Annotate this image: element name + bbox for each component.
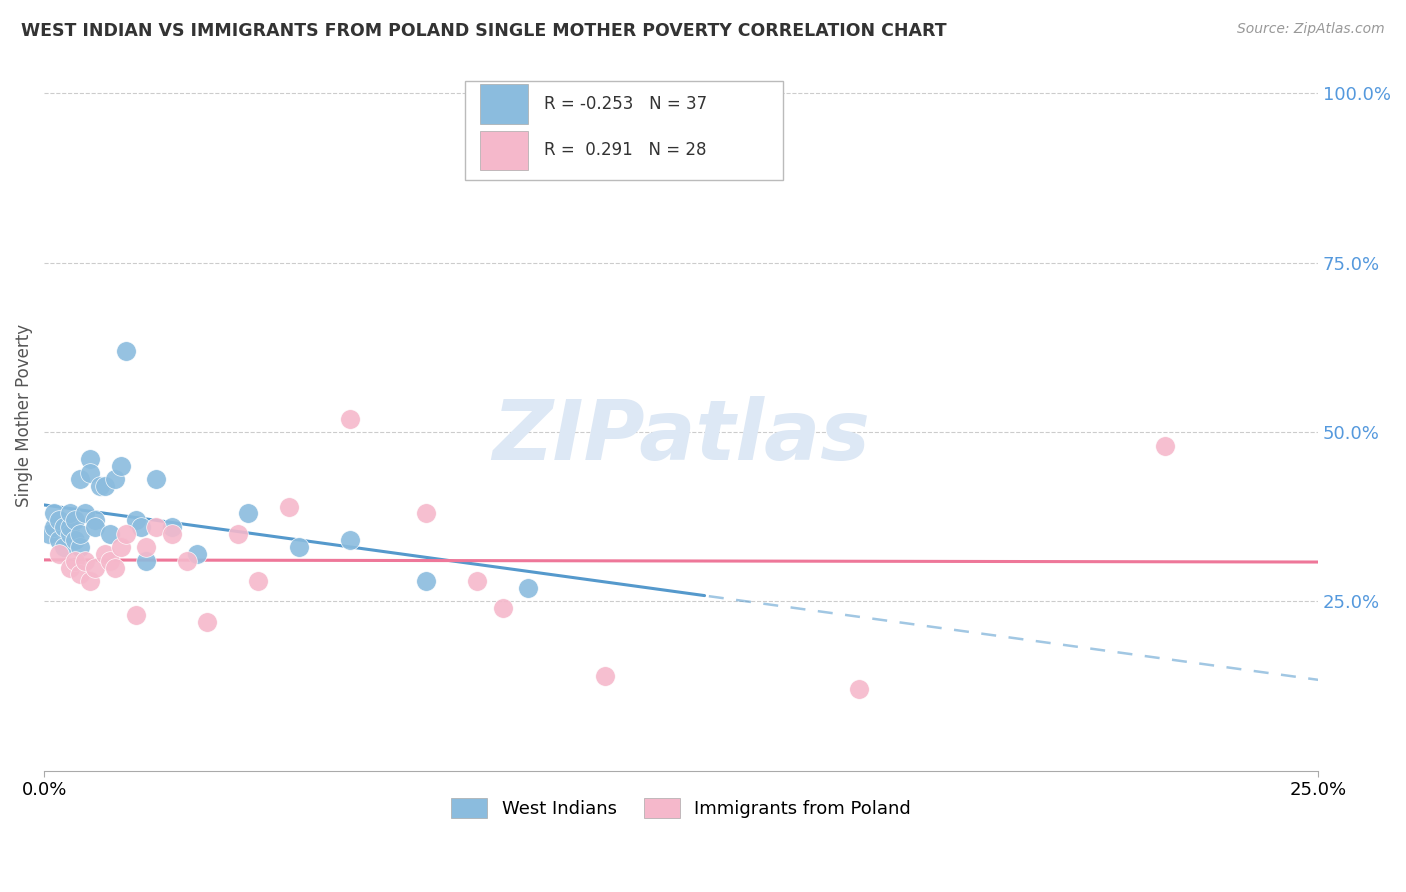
- Point: [465, 574, 488, 588]
- Point: [69, 473, 91, 487]
- Point: [94, 547, 117, 561]
- Point: [44, 520, 66, 534]
- Point: [277, 500, 299, 514]
- Point: [48, 533, 70, 548]
- Point: [48, 547, 70, 561]
- Point: [247, 574, 270, 588]
- Point: [135, 554, 157, 568]
- Point: [79, 466, 101, 480]
- Point: [58, 506, 80, 520]
- FancyBboxPatch shape: [479, 85, 529, 124]
- Point: [104, 473, 127, 487]
- Point: [63, 513, 86, 527]
- Point: [129, 520, 152, 534]
- Point: [79, 452, 101, 467]
- Point: [114, 526, 136, 541]
- Text: R =  0.291   N = 28: R = 0.291 N = 28: [544, 141, 706, 160]
- Point: [160, 520, 183, 534]
- Point: [593, 669, 616, 683]
- Point: [110, 540, 132, 554]
- Point: [89, 479, 111, 493]
- Point: [63, 533, 86, 548]
- Point: [160, 526, 183, 541]
- Point: [58, 526, 80, 541]
- Point: [339, 411, 361, 425]
- Point: [236, 506, 259, 520]
- Point: [58, 520, 80, 534]
- Point: [492, 601, 515, 615]
- Point: [53, 520, 76, 534]
- Point: [104, 560, 127, 574]
- Point: [98, 526, 121, 541]
- Point: [517, 581, 540, 595]
- Point: [79, 574, 101, 588]
- Text: Source: ZipAtlas.com: Source: ZipAtlas.com: [1237, 22, 1385, 37]
- Text: R = -0.253   N = 37: R = -0.253 N = 37: [544, 95, 707, 113]
- Legend: West Indians, Immigrants from Poland: West Indians, Immigrants from Poland: [444, 790, 918, 826]
- Point: [848, 682, 870, 697]
- Point: [69, 526, 91, 541]
- Point: [114, 343, 136, 358]
- Point: [84, 520, 107, 534]
- Point: [48, 513, 70, 527]
- Text: ZIPatlas: ZIPatlas: [492, 396, 870, 477]
- Point: [73, 554, 96, 568]
- Y-axis label: Single Mother Poverty: Single Mother Poverty: [15, 324, 32, 507]
- Point: [288, 540, 311, 554]
- Point: [145, 473, 167, 487]
- Point: [125, 607, 148, 622]
- Point: [94, 479, 117, 493]
- Point: [69, 540, 91, 554]
- Point: [176, 554, 198, 568]
- Point: [63, 554, 86, 568]
- Point: [98, 554, 121, 568]
- Point: [145, 520, 167, 534]
- Point: [73, 506, 96, 520]
- Point: [84, 513, 107, 527]
- Point: [125, 513, 148, 527]
- FancyBboxPatch shape: [464, 81, 783, 180]
- Point: [135, 540, 157, 554]
- Point: [53, 540, 76, 554]
- Point: [69, 567, 91, 582]
- Point: [44, 506, 66, 520]
- Point: [1154, 439, 1177, 453]
- Point: [84, 560, 107, 574]
- Point: [110, 458, 132, 473]
- Point: [415, 506, 437, 520]
- Point: [186, 547, 208, 561]
- Point: [38, 526, 60, 541]
- Point: [339, 533, 361, 548]
- Point: [415, 574, 437, 588]
- Point: [195, 615, 218, 629]
- Point: [58, 560, 80, 574]
- Point: [226, 526, 249, 541]
- Text: WEST INDIAN VS IMMIGRANTS FROM POLAND SINGLE MOTHER POVERTY CORRELATION CHART: WEST INDIAN VS IMMIGRANTS FROM POLAND SI…: [21, 22, 946, 40]
- FancyBboxPatch shape: [479, 131, 529, 169]
